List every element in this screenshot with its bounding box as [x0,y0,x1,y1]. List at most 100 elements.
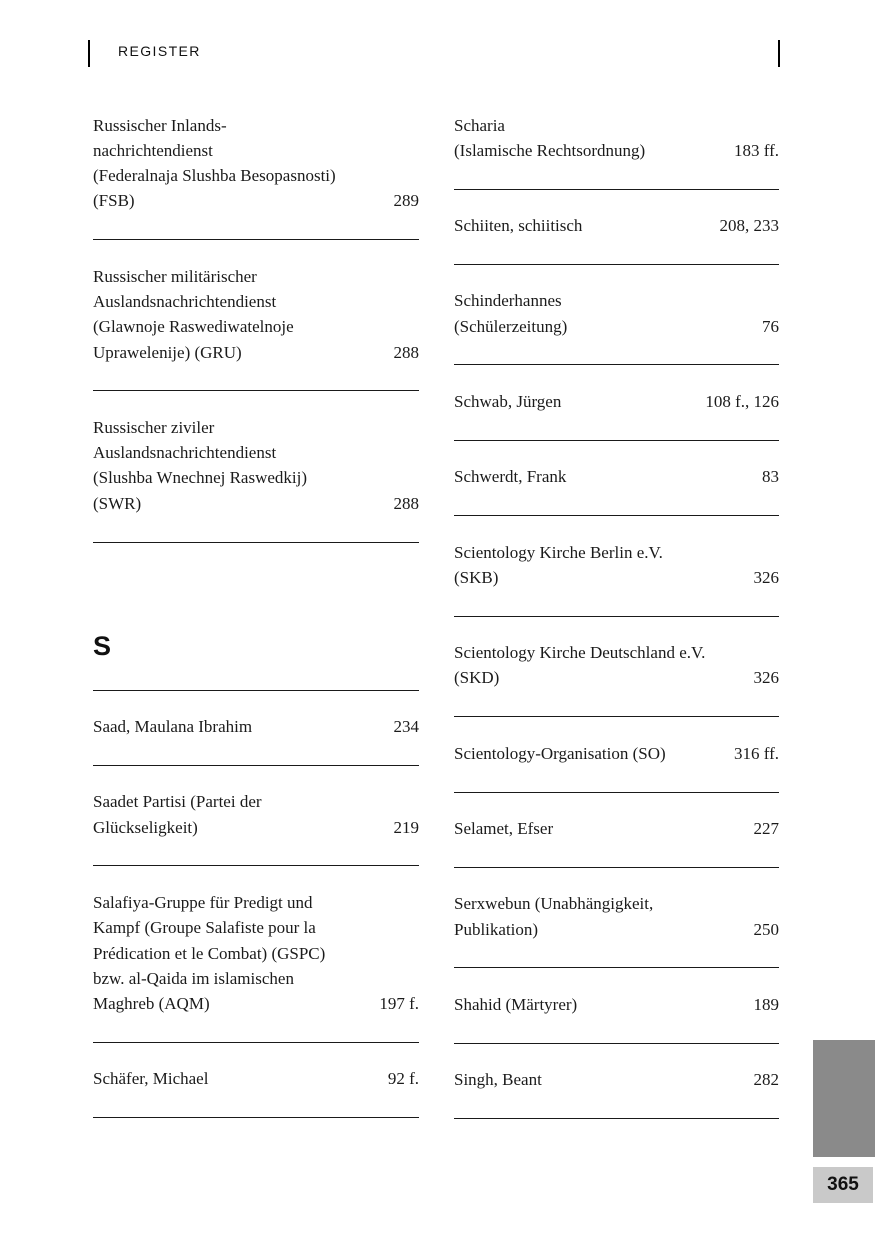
entry-pages: 250 [753,919,780,939]
entry-term: bzw. al-Qaida im islamischen [93,968,294,988]
section-letter: S [93,543,419,691]
entry-term: Schinderhannes [454,291,562,311]
entry-line: Publikation) 250 [454,917,779,942]
entry-term: Auslandsnachrichtendienst [93,443,277,463]
index-entry: Schinderhannes (Schülerzeitung) 76 [454,265,779,366]
entry-pages: 208, 233 [719,216,780,236]
entry-term: Salafiya-Gruppe für Predigt und [93,892,313,912]
entry-line: Scientology-Organisation (SO) 316 ff. [454,741,779,766]
index-entry: Russischer Inlands-nachrichtendienst (Fed… [93,89,419,241]
entry-line: Shahid (Märtyrer) 189 [454,992,779,1017]
index-entry: Singh, Beant 282 [454,1044,780,1120]
entry-term: Uprawelenije) (GRU) [93,342,242,362]
index-entry: Scientology Kirche Deutschland e.V. (SKD)… [454,617,779,718]
entry-term: Auslandsnachrichtendienst [93,291,277,311]
entry-pages: 227 [753,819,780,839]
index-entry: Schwerdt, Frank 83 [454,441,779,517]
entry-term: Saad, Maulana Ibrahim [93,717,253,737]
entry-term: Glückseligkeit) [93,817,198,837]
entry-term: Scientology Kirche Berlin e.V. [454,542,663,562]
entry-line: Serxwebun (Unabhängigkeit, [454,891,779,916]
entry-line: Russischer ziviler [93,415,419,440]
index-entry: Russischer militärischer Auslandsnachrich… [93,240,419,392]
entry-term: (Slushba Wnechnej Raswedkij) [93,468,308,488]
entry-term: Scharia [454,115,505,135]
entry-line: Schinderhannes [454,288,779,313]
entry-line: Russischer Inlands- [93,113,419,138]
header-rule-right [778,40,780,67]
entry-term: (SKD) [454,668,500,688]
entry-pages: 316 ff. [733,743,779,763]
entry-pages: 197 f. [379,994,419,1014]
entry-line: Prédication et le Combat) (GSPC) [93,941,419,966]
entry-line: Scientology Kirche Deutschland e.V. [454,640,779,665]
entry-term: Serxwebun (Unabhängigkeit, [454,894,654,914]
entry-line: Schäfer, Michael 92 f. [93,1066,419,1091]
entry-line: (SKD) 326 [454,665,779,690]
entry-term: (SKB) [454,567,499,587]
entry-term: Russischer militärischer [93,266,257,286]
index-entry: Scientology-Organisation (SO) 316 ff. [454,717,779,793]
entry-term: Maghreb (AQM) [93,994,210,1014]
entry-term: Saadet Partisi (Partei der [93,792,262,812]
index-entry: Shahid (Märtyrer) 189 [454,968,779,1044]
header-rule-left [88,40,90,67]
index-columns: Russischer Inlands-nachrichtendienst (Fed… [93,89,780,1120]
entry-term: Russischer ziviler [93,417,215,437]
entry-pages: 83 [762,467,779,487]
entry-term: Scientology Kirche Deutschland e.V. [454,643,706,663]
entry-term: Scientology-Organisation (SO) [454,743,666,763]
index-entry: Saad, Maulana Ibrahim 234 [93,691,419,766]
index-entry: Schwab, Jürgen 108 f., 126 [454,365,779,441]
entry-pages: 219 [393,817,420,837]
page-number-badge: 365 [813,1167,873,1203]
entry-line: Kampf (Groupe Salafiste pour la [93,915,419,940]
entry-line: (FSB) 289 [93,188,419,213]
entry-pages: 289 [393,191,420,211]
entry-line: Schwab, Jürgen 108 f., 126 [454,389,779,414]
entry-line: Schwerdt, Frank 83 [454,464,779,489]
entry-line: Saad, Maulana Ibrahim 234 [93,714,419,739]
entry-line: Scientology Kirche Berlin e.V. [454,540,779,565]
index-entry: Salafiya-Gruppe für Predigt und Kampf (Gr… [93,866,419,1043]
index-entry: Saadet Partisi (Partei der Glückseligkeit… [93,766,419,867]
entry-term: (Federalnaja Slushba Besopasnosti) [93,166,336,186]
entry-line: bzw. al-Qaida im islamischen [93,966,419,991]
entry-pages: 326 [753,567,780,587]
entry-term: Singh, Beant [454,1070,542,1090]
entry-line: Selamet, Efser 227 [454,816,779,841]
entry-pages: 288 [393,493,420,513]
entry-pages: 326 [753,668,780,688]
entry-line: Auslandsnachrichtendienst [93,440,419,465]
entry-line: nachrichtendienst [93,138,419,163]
entry-term: Publikation) [454,919,539,939]
index-entry: Selamet, Efser 227 [454,793,779,868]
entry-line: Saadet Partisi (Partei der [93,789,419,814]
entry-pages: 92 f. [387,1069,419,1089]
entry-line: Glückseligkeit) 219 [93,815,419,840]
entry-line: Salafiya-Gruppe für Predigt und [93,890,419,915]
entry-term: Russischer Inlands- [93,115,227,135]
index-entry: Serxwebun (Unabhängigkeit, Publikation) 25… [454,868,779,969]
entry-line: Russischer militärischer [93,264,419,289]
entry-line: (Federalnaja Slushba Besopasnosti) [93,163,419,188]
entry-pages: 108 f., 126 [705,391,779,411]
entry-term: (Islamische Rechtsordnung) [454,140,646,160]
entry-line: Scharia [454,113,779,138]
entry-term: Schwab, Jürgen [454,391,562,411]
entry-term: Selamet, Efser [454,819,554,839]
entry-line: (Islamische Rechtsordnung) 183 ff. [454,138,779,163]
index-entry: Schäfer, Michael 92 f. [93,1043,419,1119]
index-entry: Russischer ziviler Auslandsnachrichtendie… [93,391,420,543]
entry-pages: 189 [753,994,780,1014]
entry-term: (SWR) [93,493,142,513]
entry-term: Kampf (Groupe Salafiste pour la [93,918,316,938]
entry-term: (Glawnoje Raswediwatelnoje [93,317,294,337]
entry-line: (Schülerzeitung) 76 [454,314,779,339]
entry-line: Auslandsnachrichtendienst [93,289,419,314]
entry-term: Schäfer, Michael [93,1069,209,1089]
entry-term: Schwerdt, Frank [454,467,567,487]
entry-pages: 234 [393,717,420,737]
index-entry: Scientology Kirche Berlin e.V. (SKB) 326 [454,516,779,617]
entry-pages: 282 [753,1070,780,1090]
